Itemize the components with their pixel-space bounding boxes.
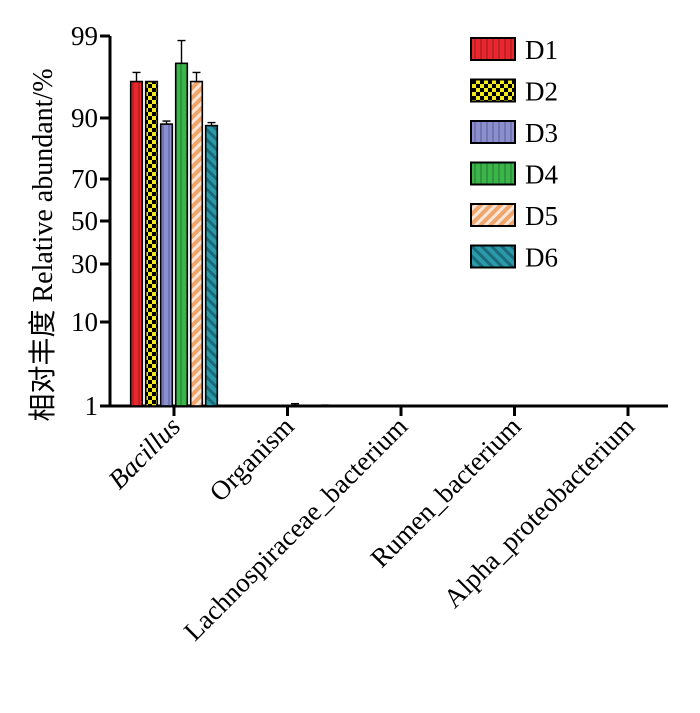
- x-category-label: Alpha_proteobacterium: [438, 411, 641, 614]
- legend-label-d4: D4: [525, 160, 558, 190]
- legend-label-d5: D5: [525, 201, 558, 231]
- x-category-label: Organism: [204, 411, 300, 507]
- legend-label-d3: D3: [525, 118, 558, 148]
- x-category-label: Bacillus: [102, 411, 186, 495]
- y-tick-label: 70: [71, 164, 98, 194]
- y-tick-label: 1: [85, 391, 99, 421]
- bar-d3: [159, 123, 174, 407]
- bar-d1: [129, 80, 144, 407]
- legend-swatch-d1: [470, 37, 516, 61]
- legend-swatch-d3: [470, 120, 516, 144]
- x-category-label: Lachnospiraceae_bacterium: [178, 411, 413, 646]
- legend-swatch-d2: [470, 78, 516, 103]
- bar-d4: [174, 62, 189, 407]
- legend-label-d2: D2: [525, 77, 558, 107]
- y-tick-label: 50: [71, 206, 98, 236]
- bar-d5: [189, 80, 204, 407]
- legend-label-d1: D1: [525, 35, 558, 65]
- y-axis-label: 相对丰度 Relative abundant/%: [27, 68, 59, 421]
- bar-d6: [204, 124, 219, 407]
- legend-label-d6: D6: [525, 243, 558, 273]
- y-tick-label: 99: [71, 21, 98, 51]
- y-tick-label: 90: [71, 103, 98, 133]
- bar-d2: [144, 80, 159, 407]
- legend-swatch-d5: [470, 203, 516, 227]
- legend-swatch-d4: [470, 161, 516, 186]
- y-tick-label: 30: [71, 249, 98, 279]
- legend-swatch-d6: [470, 244, 516, 269]
- y-tick-label: 10: [71, 307, 98, 337]
